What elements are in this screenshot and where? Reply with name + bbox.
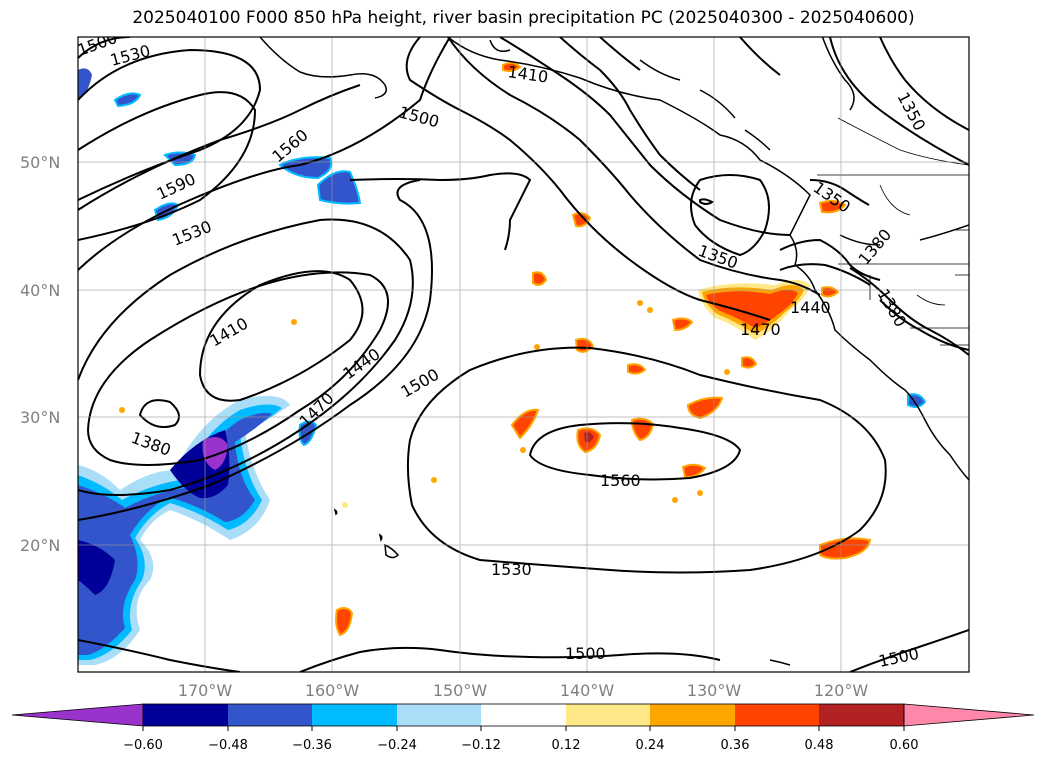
colorbar-tick-label: 0.60	[890, 738, 919, 753]
grid-lines	[78, 37, 969, 672]
latitude-labels: 50°N 40°N 30°N 20°N	[20, 153, 60, 555]
colorbar-segment	[143, 704, 228, 726]
height-contours	[78, 37, 969, 672]
colorbar-segment	[566, 704, 650, 726]
lat-label-50n: 50°N	[20, 153, 60, 172]
contour-label: 1560	[600, 471, 641, 490]
lon-label-140w: 140°W	[560, 681, 615, 700]
colorbar-tick-label: 0.12	[552, 738, 581, 753]
colorbar-segment	[735, 704, 819, 726]
contour-label: 1470	[740, 320, 781, 339]
lon-label-120w: 120°W	[814, 681, 869, 700]
lon-label-130w: 130°W	[687, 681, 742, 700]
longitude-labels: 170°W 160°W 150°W 140°W 130°W 120°W	[178, 681, 869, 700]
colorbar-tick-label: 0.48	[805, 738, 834, 753]
colorbar-tick-label: −0.12	[461, 738, 501, 753]
colorbar-tick-label: −0.60	[123, 738, 163, 753]
colorbar-segment	[481, 704, 566, 726]
colorbar-segment	[650, 704, 735, 726]
map-area: 1500 1530 1410 1500 1350 1560 1590 1530 …	[78, 37, 969, 672]
lon-label-170w: 170°W	[178, 681, 233, 700]
colorbar: −0.60 −0.48 −0.36 −0.24 −0.12 0.12 0.24 …	[11, 703, 1035, 753]
contour-label: 1440	[790, 298, 831, 317]
lon-label-150w: 150°W	[433, 681, 488, 700]
lat-label-30n: 30°N	[20, 408, 60, 427]
colorbar-right-extension	[903, 703, 1035, 727]
colorbar-segment	[228, 704, 312, 726]
contour-label: 1500	[565, 644, 606, 663]
map-frame	[77, 36, 970, 673]
colorbar-segment	[312, 704, 397, 726]
lat-label-20n: 20°N	[20, 536, 60, 555]
colorbar-segment	[397, 704, 481, 726]
colorbar-tick-label: −0.24	[377, 738, 417, 753]
lon-label-160w: 160°W	[305, 681, 360, 700]
colorbar-segment	[819, 704, 904, 726]
colorbar-tick-label: −0.48	[208, 738, 248, 753]
colorbar-left-extension	[11, 703, 144, 727]
colorbar-ticks	[142, 726, 905, 731]
lat-label-40n: 40°N	[20, 281, 60, 300]
colorbar-tick-label: −0.36	[292, 738, 332, 753]
coastlines	[259, 37, 969, 666]
colorbar-frame	[142, 703, 905, 727]
colorbar-tick-label: 0.24	[636, 738, 665, 753]
colorbar-tick-label: 0.36	[721, 738, 750, 753]
map-title: 2025040100 F000 850 hPa height, river ba…	[132, 8, 915, 28]
contour-label: 1530	[491, 560, 532, 579]
